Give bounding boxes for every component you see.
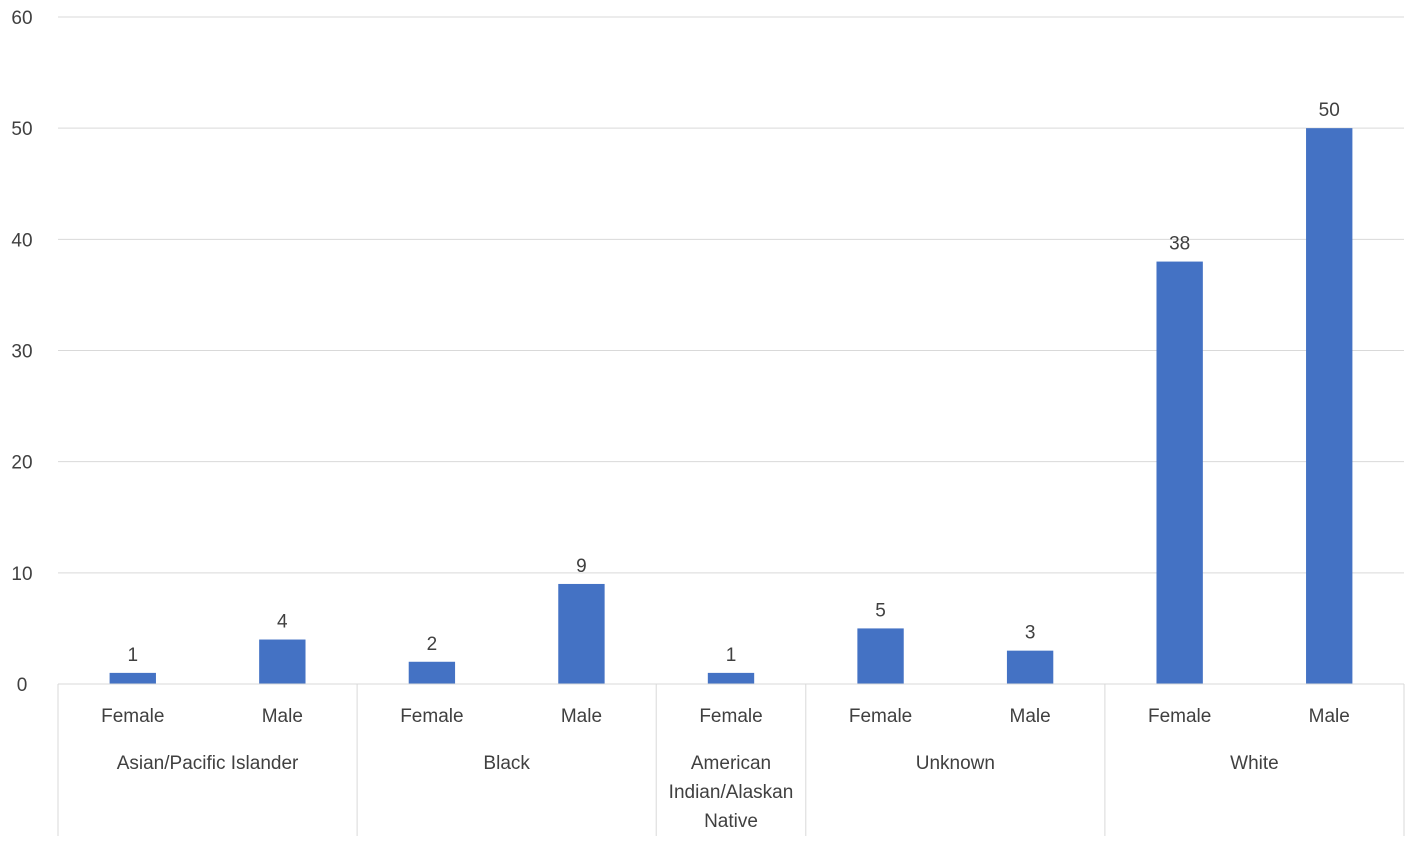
bar (1006, 650, 1054, 684)
bar (259, 639, 306, 684)
x-category-label: Female (1148, 706, 1211, 727)
bar (1156, 261, 1203, 684)
y-tick-label: 60 (11, 8, 32, 29)
data-label: 9 (576, 556, 587, 577)
x-category-label: Female (849, 706, 912, 727)
y-tick-label: 0 (17, 675, 28, 696)
x-category-label: Female (699, 706, 762, 727)
data-label: 38 (1169, 234, 1190, 255)
x-group-label: Native (704, 811, 758, 832)
x-category-label: Female (400, 706, 463, 727)
bar (109, 672, 156, 684)
y-tick-label: 50 (11, 119, 32, 140)
data-label: 4 (277, 612, 288, 633)
y-tick-label: 40 (11, 230, 32, 251)
x-axis: Female Male Asian/Pacific Islander Female Ma… (57, 683, 1405, 836)
data-label: 1 (127, 645, 138, 666)
bars (109, 128, 1353, 684)
data-label: 1 (726, 645, 737, 666)
x-group-label: White (1230, 753, 1279, 774)
bar (857, 628, 904, 684)
x-group-label: Black (483, 753, 530, 774)
x-category-label: Male (561, 706, 602, 727)
y-axis-ticks: 0 10 20 30 40 50 60 (11, 8, 32, 696)
x-category-label: Male (1010, 706, 1051, 727)
data-label: 3 (1025, 623, 1036, 644)
bar (558, 583, 605, 684)
x-category-label: Male (262, 706, 303, 727)
x-group-label: Indian/Alaskan (669, 782, 794, 803)
data-label: 50 (1319, 100, 1340, 121)
x-group-label: American (691, 753, 771, 774)
bar (707, 672, 755, 684)
data-labels: 1 4 2 9 1 5 3 38 50 (127, 100, 1339, 666)
x-category-label: Female (101, 706, 164, 727)
data-label: 5 (875, 600, 886, 621)
y-tick-label: 30 (11, 342, 32, 363)
bar (1306, 128, 1353, 684)
bar (408, 661, 456, 684)
x-category-label: Male (1309, 706, 1350, 727)
y-tick-label: 10 (11, 564, 32, 585)
y-tick-label: 20 (11, 453, 32, 474)
x-group-label: Unknown (916, 753, 995, 774)
data-label: 2 (427, 634, 438, 655)
x-group-label: Asian/Pacific Islander (117, 753, 299, 774)
